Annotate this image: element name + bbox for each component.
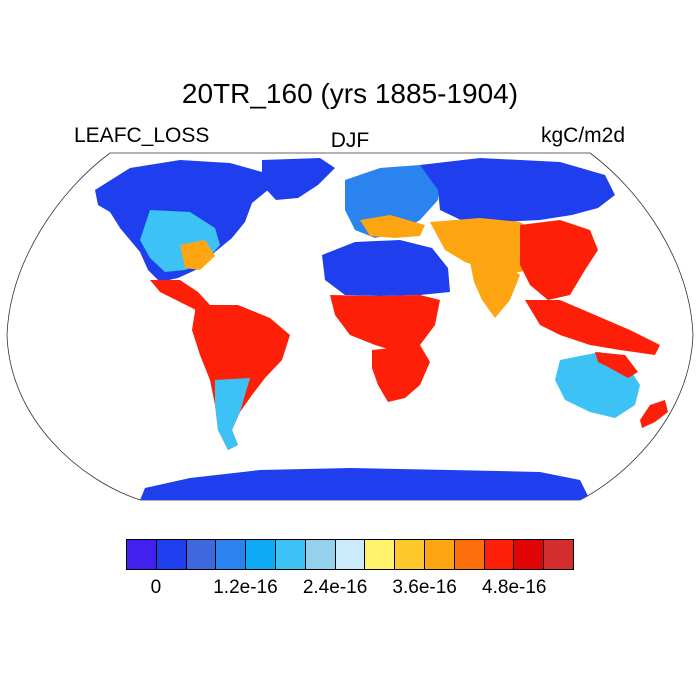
colorbar-swatch-8 xyxy=(365,540,396,569)
colorbar-swatch-5 xyxy=(275,540,306,569)
colorbar-swatch-6 xyxy=(305,540,336,569)
region-europe-south xyxy=(360,215,425,238)
colorbar-swatch-11 xyxy=(454,540,485,569)
colorbar-swatch-0 xyxy=(127,540,157,569)
region-india xyxy=(470,262,520,318)
region-eastern-us xyxy=(180,240,215,270)
colorbar-swatch-7 xyxy=(335,540,366,569)
region-australia-north xyxy=(595,352,638,378)
region-antarctica xyxy=(140,468,590,500)
colorbar-swatch-3 xyxy=(216,540,247,569)
colorbar-swatch-9 xyxy=(395,540,425,569)
region-central-america xyxy=(150,280,210,312)
units-label: kgC/m2d xyxy=(540,124,625,147)
region-central-asia xyxy=(430,218,548,272)
colorbar-tick-label: 3.6e-16 xyxy=(392,577,457,598)
region-sahara xyxy=(322,240,450,296)
colorbar-swatch-2 xyxy=(186,540,217,569)
colorbar-swatch-10 xyxy=(424,540,455,569)
region-new-zealand xyxy=(640,400,668,428)
colorbar-swatch-4 xyxy=(246,540,276,569)
plot-title: 20TR_160 (yrs 1885-1904) xyxy=(181,78,519,109)
colorbar-swatch-12 xyxy=(484,540,515,569)
region-east-asia xyxy=(520,220,598,300)
colorbar xyxy=(126,539,574,570)
colorbar-swatch-14 xyxy=(544,540,573,569)
colorbar-swatch-13 xyxy=(514,540,545,569)
region-south-america-south xyxy=(215,378,250,450)
season-label: DJF xyxy=(330,129,370,152)
colorbar-tick-label: 0 xyxy=(150,577,162,598)
variable-label: LEAFC_LOSS xyxy=(74,124,210,147)
colorbar-tick-label: 2.4e-16 xyxy=(302,577,368,598)
region-greenland xyxy=(262,158,335,200)
region-central-africa xyxy=(330,295,440,352)
region-southeast-asia xyxy=(525,300,660,355)
colorbar-tick-label: 4.8e-16 xyxy=(482,577,547,598)
colorbar-tick-label: 1.2e-16 xyxy=(213,577,278,598)
region-southern-africa xyxy=(372,345,430,402)
region-siberia xyxy=(420,158,615,222)
colorbar-swatch-1 xyxy=(156,540,187,569)
